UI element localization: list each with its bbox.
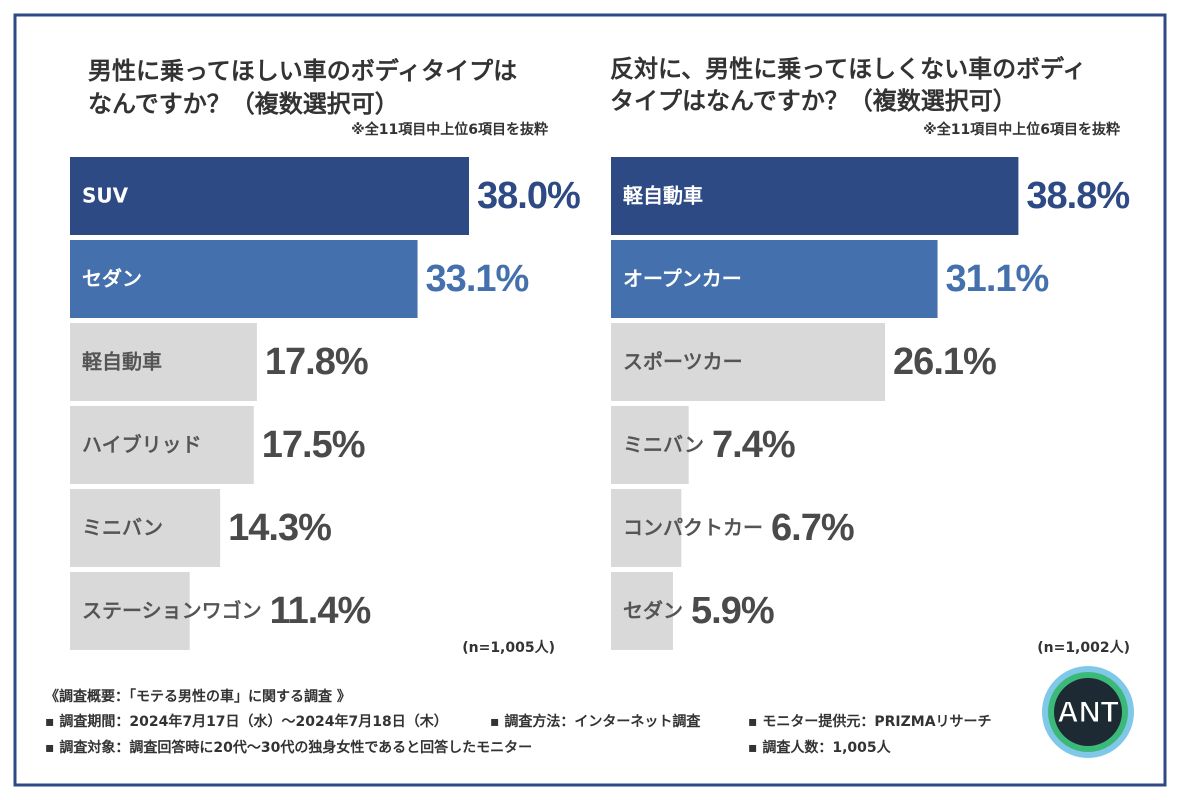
footer-period: ▪ 調査期間：2024年7月17日（水）〜2024年7月18日（木）: [45, 713, 448, 730]
value-label: 14.3%: [228, 507, 331, 549]
bar: [70, 157, 469, 235]
logo-core: [1054, 678, 1122, 746]
category-label: 軽自動車: [82, 350, 162, 374]
chart-note: ※全11項目中上位6項目を抜粋: [923, 121, 1120, 138]
footer-target: ▪ 調査対象：調査回答時に20代〜30代の独身女性であると回答したモニター: [45, 739, 532, 756]
sample-size: (n=1,005人): [462, 639, 555, 656]
bar: [70, 572, 190, 650]
category-label: ミニバン: [623, 433, 704, 457]
footer-count: ▪ 調査人数：1,005人: [748, 739, 892, 756]
category-label: セダン: [82, 267, 142, 291]
chart-title: 反対に、男性に乗ってほしくない車のボディ: [610, 55, 1086, 83]
category-label: SUV: [82, 184, 129, 208]
logo: ANT: [1042, 666, 1134, 758]
bar: [611, 323, 886, 401]
bar: [611, 157, 1019, 235]
chart-title: タイプはなんですか？（複数選択可）: [610, 87, 1017, 115]
chart-note: ※全11項目中上位6項目を抜粋: [351, 121, 548, 138]
value-label: 17.5%: [262, 424, 365, 466]
bar: [611, 489, 682, 567]
footer-heading: 《調査概要：「モテる男性の車」に関する調査 》: [45, 688, 351, 705]
bar: [70, 406, 254, 484]
category-label: セダン: [623, 599, 683, 623]
value-label: 26.1%: [893, 341, 996, 383]
value-label: 5.9%: [691, 590, 774, 632]
category-label: 軽自動車: [623, 184, 703, 208]
category-label: オープンカー: [623, 267, 742, 291]
category-label: ミニバン: [82, 516, 163, 540]
chart-title: なんですか？（複数選択可）: [88, 90, 399, 118]
bar: [70, 489, 221, 567]
value-label: 7.4%: [712, 424, 795, 466]
sample-size: (n=1,002人): [1037, 639, 1130, 656]
category-label: ハイブリッド: [82, 433, 202, 457]
bar: [70, 323, 257, 401]
bar: [611, 240, 938, 318]
category-label: ステーションワゴン: [82, 599, 262, 623]
bar: [611, 406, 689, 484]
footer-method: ▪ 調査方法：インターネット調査: [490, 713, 701, 730]
logo-text: ANT: [1057, 696, 1119, 729]
value-label: 33.1%: [426, 258, 529, 300]
footer-provider: ▪ モニター提供元：PRIZMAリサーチ: [748, 713, 992, 730]
chart-title: 男性に乗ってほしい車のボディタイプは: [88, 57, 517, 85]
value-label: 11.4%: [270, 590, 371, 632]
category-label: スポーツカー: [623, 350, 743, 374]
value-label: 17.8%: [265, 341, 368, 383]
value-label: 38.8%: [1026, 175, 1129, 217]
bar: [611, 572, 673, 650]
value-label: 31.1%: [946, 258, 1049, 300]
value-label: 6.7%: [771, 507, 854, 549]
bar: [70, 240, 418, 318]
value-label: 38.0%: [477, 175, 580, 217]
category-label: コンパクトカー: [623, 516, 763, 540]
